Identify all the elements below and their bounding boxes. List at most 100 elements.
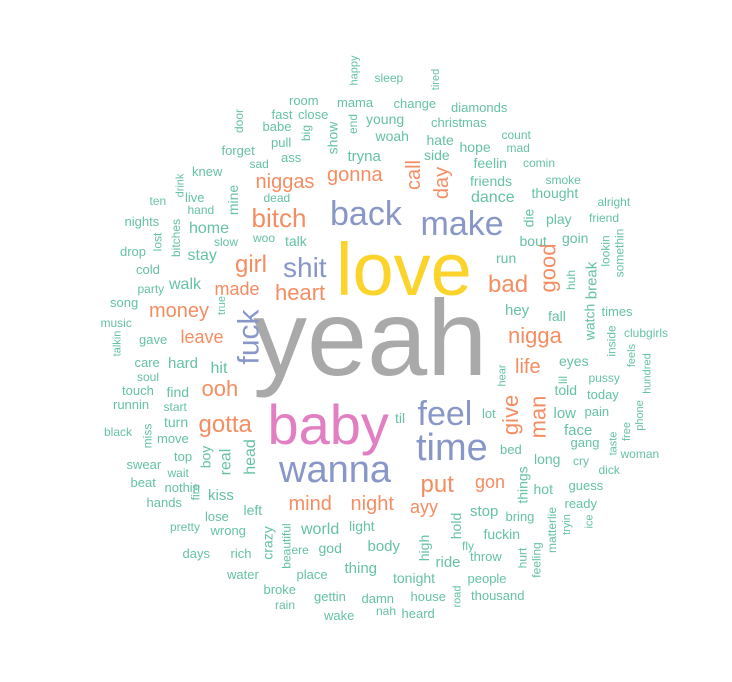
word-sleep: sleep [374, 71, 404, 85]
word-ten: ten [149, 194, 167, 208]
word-run: run [496, 250, 517, 266]
word-big: big [299, 124, 314, 142]
word-end: end [346, 113, 361, 135]
word-fuck: fuck [232, 309, 266, 365]
word-sad: sad [249, 157, 269, 171]
word-break: break [583, 261, 601, 299]
word-ere: ere [291, 543, 309, 557]
word-miss: miss [139, 423, 154, 449]
word-hard: hard [168, 354, 199, 372]
word-nights: nights [124, 213, 160, 229]
word-call: call [403, 159, 426, 191]
word-til: til [395, 410, 406, 426]
word-heart: heart [275, 280, 326, 305]
word-inside: inside [604, 325, 619, 357]
word-lil: lil [556, 376, 570, 384]
word-room: room [289, 92, 319, 108]
word-stay: stay [187, 247, 217, 264]
word-money: money [149, 300, 210, 322]
word-day: day [431, 166, 454, 200]
word-woman: woman [620, 447, 660, 461]
word-eyes: eyes [559, 353, 589, 369]
word-man: man [524, 395, 550, 439]
word-fly: fly [462, 539, 474, 553]
word-today: today [587, 386, 619, 402]
word-cry: cry [573, 454, 589, 468]
word-diamonds: diamonds [451, 99, 508, 115]
word-feel: feel [417, 395, 473, 433]
word-head: head [241, 439, 259, 475]
word-time: time [416, 427, 488, 469]
word-top: top [174, 448, 193, 464]
word-gon: gon [475, 472, 506, 492]
word-stop: stop [470, 502, 499, 520]
word-crazy: crazy [259, 526, 276, 560]
word-pain: pain [584, 403, 610, 419]
word-touch: touch [122, 382, 154, 398]
word-hundred: hundred [641, 352, 654, 394]
word-baby: baby [267, 393, 389, 456]
word-drop: drop [120, 243, 147, 259]
word-ayy: ayy [410, 497, 439, 517]
word-niggas: niggas [255, 171, 315, 193]
word-find: find [166, 384, 190, 400]
word-somethin: somethin [611, 228, 626, 278]
word-slow: slow [214, 235, 239, 249]
word-soul: soul [137, 370, 160, 384]
word-lot: lot [482, 405, 496, 421]
word-move: move [157, 430, 189, 446]
word-mama: mama [337, 94, 374, 110]
word-put: put [420, 471, 454, 498]
word-people: people [467, 570, 507, 586]
word-good: good [534, 243, 560, 293]
word-shit: shit [283, 252, 327, 283]
word-count: count [501, 128, 531, 142]
word-turn: turn [164, 414, 189, 430]
word-black: black [104, 425, 133, 439]
word-tryna: tryna [347, 147, 381, 165]
word-days: days [182, 545, 210, 561]
word-dead: dead [263, 191, 291, 205]
word-music: music [100, 316, 132, 330]
word-woo: woo [253, 231, 276, 245]
word-body: body [367, 537, 401, 555]
word-woah: woah [375, 128, 409, 144]
word-hot: hot [533, 481, 553, 497]
word-bring: bring [505, 508, 535, 524]
word-guess: guess [568, 477, 604, 493]
word-made: made [214, 279, 260, 299]
word-runnin: runnin [113, 396, 150, 412]
word-low: low [553, 404, 577, 422]
word-talkin: talkin [111, 330, 124, 356]
word-pull: pull [271, 134, 292, 150]
word-beautiful: beautiful [279, 523, 294, 569]
word-dance: dance [471, 189, 515, 206]
word-fall: fall [548, 308, 566, 324]
word-ooh: ooh [201, 376, 239, 401]
word-hold: hold [448, 512, 465, 540]
word-bed: bed [500, 441, 522, 457]
word-bout: bout [519, 233, 547, 249]
word-hate: hate [426, 132, 454, 148]
word-young: young [366, 111, 405, 127]
word-wrong: wrong [210, 522, 246, 538]
word-gave: gave [139, 331, 168, 347]
word-bitch: bitch [251, 203, 307, 233]
word-friend: friend [589, 211, 620, 225]
word-left: left [243, 502, 263, 518]
word-christmas: christmas [431, 114, 487, 130]
word-hit: hit [210, 360, 228, 377]
word-tired: tired [429, 68, 442, 90]
word-home: home [189, 220, 230, 237]
word-pretty: pretty [170, 520, 201, 534]
word-huh: huh [564, 269, 579, 291]
word-wait: wait [167, 466, 189, 480]
word-taste: taste [607, 431, 620, 455]
word-knew: knew [192, 163, 223, 179]
word-ice: ice [583, 513, 596, 529]
word-lost: lost [149, 232, 164, 252]
word-ready: ready [564, 495, 598, 511]
word-feelin: feelin [473, 155, 507, 171]
word-back: back [330, 195, 402, 233]
